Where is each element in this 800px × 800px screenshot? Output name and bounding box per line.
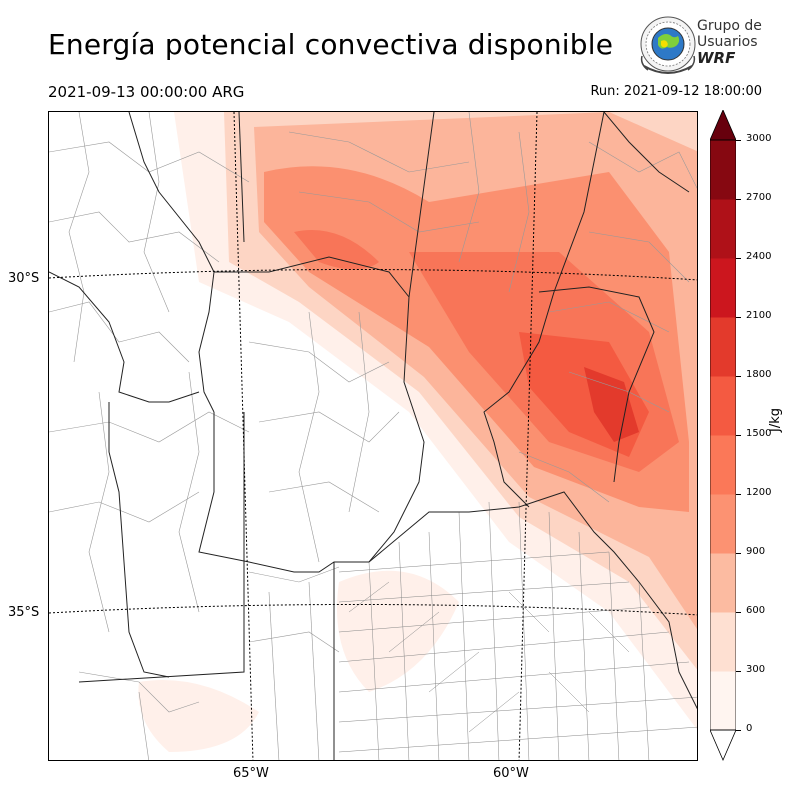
cape-level-0-300-patch-sw [138, 680, 259, 752]
colorbar-band-1 [710, 612, 736, 672]
lon-line-65w [233, 112, 254, 760]
map-panel [48, 111, 698, 761]
cape-level-1800-2100 [584, 367, 639, 442]
lon-label-60w: 60°W [493, 766, 529, 781]
cape-field [138, 112, 697, 752]
colorbar-tick-600: 600 [746, 605, 766, 616]
colorbar-tick-1800: 1800 [746, 369, 772, 380]
colorbar-tick-3000: 3000 [746, 133, 772, 144]
logo-line-2: Usuarios [697, 34, 758, 50]
colorbar-tick-mark [736, 258, 741, 259]
logo-line-1: Grupo de [697, 18, 762, 34]
colorbar-tick-300: 300 [746, 664, 766, 675]
graticule [49, 112, 697, 760]
lat-label-35s: 35°S [8, 605, 40, 620]
colorbar-tick-mark [736, 376, 741, 377]
colorbar-band-5 [710, 376, 736, 436]
colorbar-tick-1200: 1200 [746, 487, 772, 498]
cape-level-0-300-patch-south [337, 570, 459, 692]
province-boundaries [49, 112, 697, 760]
logo-text: Grupo de Usuarios WRF [697, 18, 762, 66]
colorbar-tick-mark [736, 317, 741, 318]
colorbar-band-2 [710, 553, 736, 613]
lat-line-30s [49, 268, 697, 281]
colorbar-tick-2700: 2700 [746, 192, 772, 203]
colorbar-tick-mark [736, 612, 741, 613]
colorbar-band-4 [710, 435, 736, 495]
colorbar-tick-900: 900 [746, 546, 766, 557]
colorbar-band-8 [710, 199, 736, 259]
valid-time: 2021-09-13 00:00:00 ARG [48, 83, 245, 101]
cape-map [49, 112, 697, 760]
map-title: Energía potencial convectiva disponible [48, 28, 614, 61]
cape-level-1200-1500-west [294, 230, 379, 270]
lon-label-65w: 65°W [233, 766, 269, 781]
colorbar-over-arrow [710, 110, 736, 141]
colorbar-tick-mark [736, 435, 741, 436]
colorbar-frame [710, 139, 736, 731]
colorbar-band-3 [710, 494, 736, 554]
lat-label-30s: 30°S [8, 271, 40, 286]
buenos-aires-partidos [338, 501, 697, 760]
colorbar-tick-0: 0 [746, 723, 753, 734]
grupo-wrf-logo: Grupo de Usuarios WRF [638, 16, 762, 76]
run-time: Run: 2021-09-12 18:00:00 [590, 84, 762, 99]
colorbar-tick-1500: 1500 [746, 428, 772, 439]
colorbar-band-0 [710, 671, 736, 731]
colorbar-tick-mark [736, 671, 741, 672]
lon-line-60w [518, 112, 538, 760]
colorbar-tick-mark [736, 140, 741, 141]
logo-line-3: WRF [697, 49, 736, 67]
colorbar-under-arrow [710, 729, 736, 762]
colorbar-tick-mark [736, 494, 741, 495]
colorbar-unit: J/kg [768, 408, 783, 432]
colorbar [710, 110, 736, 762]
colorbar-tick-mark [736, 199, 741, 200]
lat-line-35s [49, 603, 697, 616]
colorbar-band-9 [710, 140, 736, 200]
colorbar-band-6 [710, 317, 736, 377]
colorbar-band-7 [710, 258, 736, 318]
colorbar-tick-mark [736, 553, 741, 554]
colorbar-tick-mark [736, 730, 741, 731]
colorbar-tick-2100: 2100 [746, 310, 772, 321]
colorbar-tick-2400: 2400 [746, 251, 772, 262]
globe-seal-icon [640, 16, 696, 74]
